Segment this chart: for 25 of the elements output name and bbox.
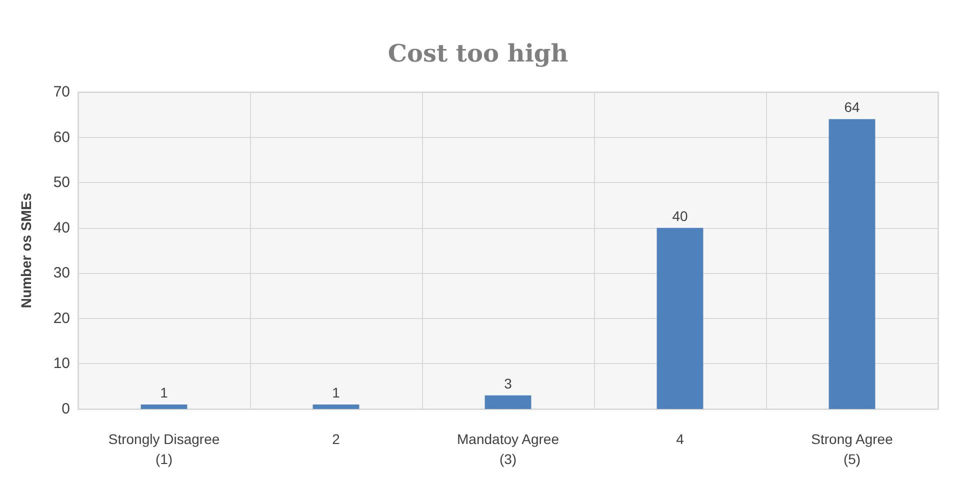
x-tick-label: Strongly Disagree (1) xyxy=(108,431,220,467)
bar xyxy=(484,395,532,409)
data-label: 40 xyxy=(672,208,688,224)
x-tick-label: Mandatoy Agree (3) xyxy=(457,431,560,467)
chart-title: Cost too high xyxy=(388,38,568,68)
y-tick-label: 60 xyxy=(53,128,70,146)
y-tick-label: 10 xyxy=(53,355,70,372)
bar xyxy=(828,119,876,409)
y-tick-label: 50 xyxy=(53,174,70,192)
y-tick-label: 70 xyxy=(53,84,70,100)
x-tick-label: Strong Agree (5) xyxy=(811,431,894,467)
data-label: 64 xyxy=(844,99,860,116)
y-tick-label: 0 xyxy=(62,400,70,418)
y-tick-label: 20 xyxy=(53,310,70,327)
x-tick-label: 2 xyxy=(332,431,340,447)
x-tick-label: 4 xyxy=(676,431,684,447)
bar xyxy=(312,404,360,409)
bar xyxy=(140,404,188,409)
y-axis-title: Number os SMEs xyxy=(18,192,34,308)
y-tick-label: 40 xyxy=(53,219,70,236)
y-tick-label: 30 xyxy=(53,264,70,282)
bar xyxy=(656,228,704,409)
data-label: 1 xyxy=(160,384,168,400)
data-label: 3 xyxy=(504,375,512,392)
data-label: 1 xyxy=(332,384,340,400)
